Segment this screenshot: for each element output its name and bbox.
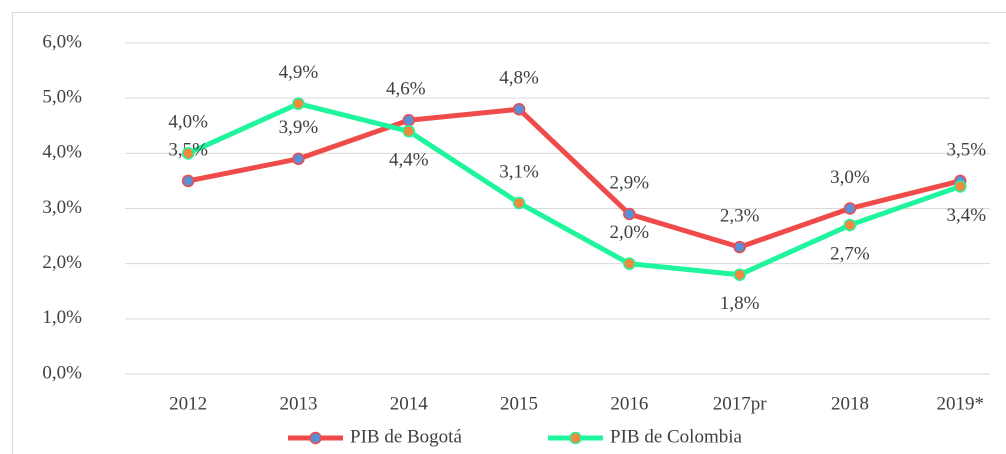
x-tick-label: 2018 (831, 393, 869, 414)
data-label: 4,0% (168, 112, 208, 133)
x-tick-label: 2015 (500, 393, 538, 414)
data-label: 2,9% (610, 172, 650, 193)
data-label: 3,4% (946, 205, 986, 226)
y-tick-label: 0,0% (42, 362, 82, 383)
y-tick-label: 1,0% (42, 307, 82, 328)
data-label: 2,7% (830, 243, 870, 264)
marker (843, 202, 857, 215)
data-label: 2,3% (720, 205, 760, 226)
marker (292, 152, 305, 166)
x-tick-label: 2017pr (713, 393, 768, 414)
data-label: 3,0% (830, 167, 870, 188)
data-label: 4,8% (499, 68, 539, 89)
data-label: 1,8% (720, 293, 760, 314)
marker (402, 125, 415, 138)
x-tick-label: 2016 (610, 393, 648, 414)
marker (512, 196, 526, 210)
y-tick-label: 3,0% (42, 197, 82, 218)
data-label: 4,4% (389, 150, 429, 171)
y-tick-label: 5,0% (42, 87, 82, 108)
marker (402, 113, 415, 127)
series-line (187, 106, 961, 250)
legend-label: PIB de Colombia (610, 426, 743, 447)
marker (954, 180, 967, 193)
data-label: 3,9% (279, 117, 319, 138)
series-line (187, 101, 962, 278)
data-label: 2,0% (610, 222, 650, 243)
x-tick-label: 2019* (937, 393, 985, 414)
y-tick-label: 6,0% (42, 31, 82, 52)
data-label: 3,1% (499, 161, 539, 182)
chart-border (12, 12, 1006, 454)
marker (733, 268, 746, 281)
marker (843, 218, 857, 232)
legend-marker (569, 431, 582, 445)
data-label: 4,9% (279, 62, 319, 83)
marker (512, 102, 526, 116)
y-tick-label: 4,0% (42, 142, 82, 163)
marker (623, 207, 636, 221)
x-tick-label: 2012 (169, 393, 207, 414)
data-label: 4,6% (386, 79, 426, 100)
marker (181, 174, 195, 188)
marker (181, 147, 195, 160)
data-label: 3,5% (946, 139, 986, 160)
marker (292, 97, 305, 110)
y-tick-label: 2,0% (42, 252, 82, 273)
x-tick-label: 2014 (390, 393, 429, 414)
legend-label: PIB de Bogotá (350, 426, 462, 447)
x-tick-label: 2013 (279, 393, 317, 414)
legend-marker (309, 431, 322, 445)
marker (623, 257, 636, 270)
marker (733, 240, 746, 254)
